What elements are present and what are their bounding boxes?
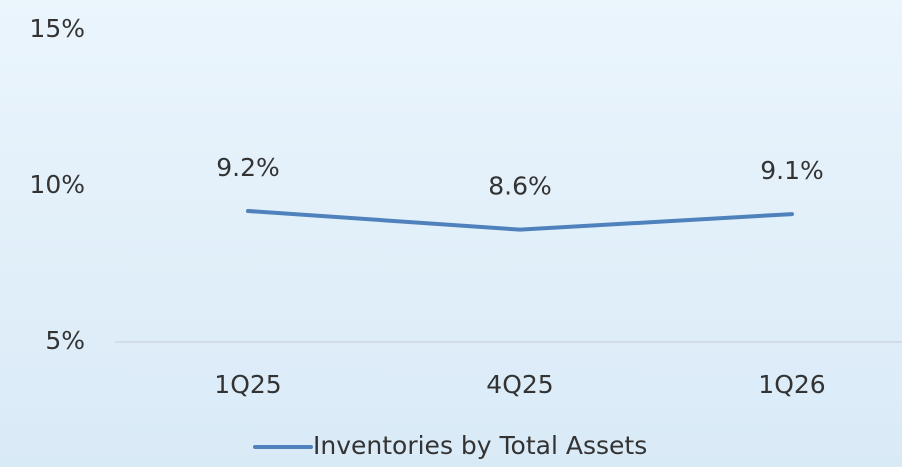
- data-label: 8.6%: [488, 172, 552, 201]
- y-tick-label: 5%: [45, 326, 85, 355]
- data-label: 9.2%: [216, 153, 280, 182]
- x-tick-label: 1Q25: [214, 370, 281, 399]
- y-tick-label: 10%: [29, 170, 85, 199]
- x-tick-label: 4Q25: [486, 370, 553, 399]
- legend-label: Inventories by Total Assets: [313, 431, 647, 460]
- data-label: 9.1%: [760, 156, 824, 185]
- y-tick-label: 15%: [29, 14, 85, 43]
- series-line: [246, 208, 794, 232]
- x-tick-label: 1Q26: [758, 370, 825, 399]
